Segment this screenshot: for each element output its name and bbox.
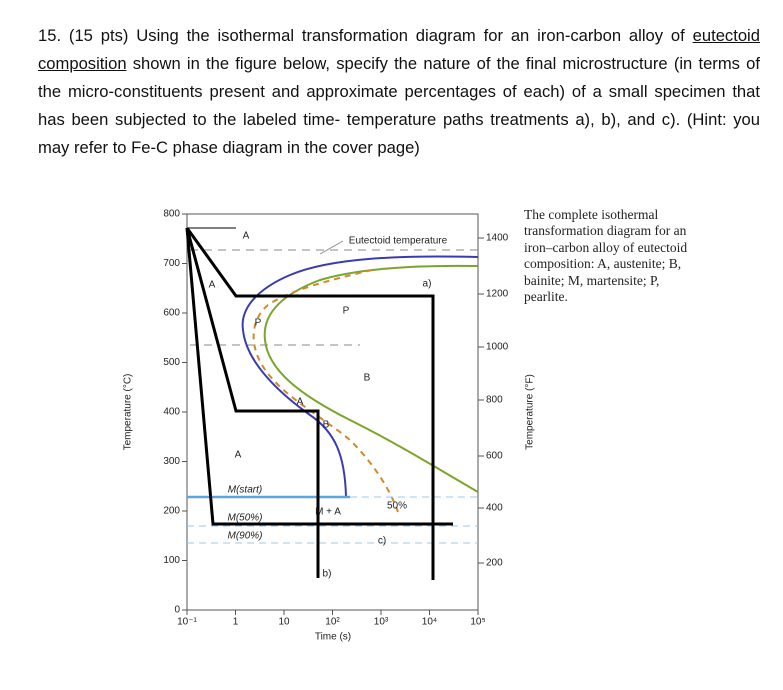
diagram-label: c) <box>378 536 386 547</box>
x-tick-label: 1 <box>233 617 239 628</box>
diagram-label: 50% <box>387 501 407 512</box>
finish-curve <box>263 264 479 493</box>
x-tick-label: 10⁻¹ <box>177 617 197 628</box>
x-tick-label: 10² <box>325 617 340 628</box>
figure-caption: The complete isothermal transformation d… <box>524 207 688 305</box>
x-tick-label: 10⁴ <box>422 617 437 628</box>
diagram-label: P <box>255 318 262 329</box>
y2-tick-label: 400 <box>486 503 503 514</box>
diagram-label: P <box>343 306 350 317</box>
y-tick-label: 500 <box>163 357 180 368</box>
diagram-label: A <box>243 231 250 242</box>
diagram-label: A <box>235 450 242 461</box>
y2-tick-label: 200 <box>486 558 503 569</box>
pointer <box>319 240 344 255</box>
diagram-label: A <box>209 280 216 291</box>
diagram-label: a) <box>423 279 432 290</box>
path-a <box>185 227 435 580</box>
start-curve <box>241 255 479 498</box>
y2-tick-label: 1200 <box>486 289 509 300</box>
y-axis-title: Temperature (°C) <box>123 374 134 451</box>
question-text: shown in the figure below, specify the n… <box>38 54 760 157</box>
diagram-label: M + A <box>315 507 341 518</box>
y-tick-label: 700 <box>163 258 180 269</box>
path-b <box>185 227 320 578</box>
y-tick-label: 800 <box>163 209 180 220</box>
y2-tick-label: 800 <box>486 395 503 406</box>
x-tick-label: 10 <box>278 617 290 628</box>
y2-tick-label: 1000 <box>486 342 509 353</box>
question: 15. (15 pts) Using the isothermal transf… <box>38 22 760 162</box>
diagram-label: Eutectoid temperature <box>349 236 448 247</box>
diagram-label: M(90%) <box>227 531 262 542</box>
y-tick-label: 100 <box>163 555 180 566</box>
diagram-label: B <box>364 373 371 384</box>
y-tick-label: 400 <box>163 407 180 418</box>
x-tick-label: 10³ <box>374 617 389 628</box>
x-tick-label: 10⁵ <box>470 617 485 628</box>
y-tick-label: 200 <box>163 506 180 517</box>
diagram-label: M(50%) <box>227 513 262 524</box>
y2-tick-label: 600 <box>486 451 503 462</box>
diagram-label: A <box>297 397 304 408</box>
y-tick-label: 300 <box>163 456 180 467</box>
question-text: 15. (15 pts) Using the isothermal transf… <box>38 26 685 45</box>
diagram-label: b) <box>323 569 332 580</box>
y-tick-label: 600 <box>163 308 180 319</box>
y2-tick-label: 1400 <box>486 233 509 244</box>
diagram-label: B <box>323 420 330 431</box>
diagram-label: M(start) <box>228 485 262 496</box>
fifty-percent-curve <box>252 269 399 513</box>
underlined-text: eutectoid composition <box>38 26 760 73</box>
y-tick-label: 0 <box>174 605 180 616</box>
path-c <box>185 227 453 526</box>
y2-axis-title: Temperature (°F) <box>525 374 536 450</box>
x-axis-title: Time (s) <box>315 632 351 643</box>
